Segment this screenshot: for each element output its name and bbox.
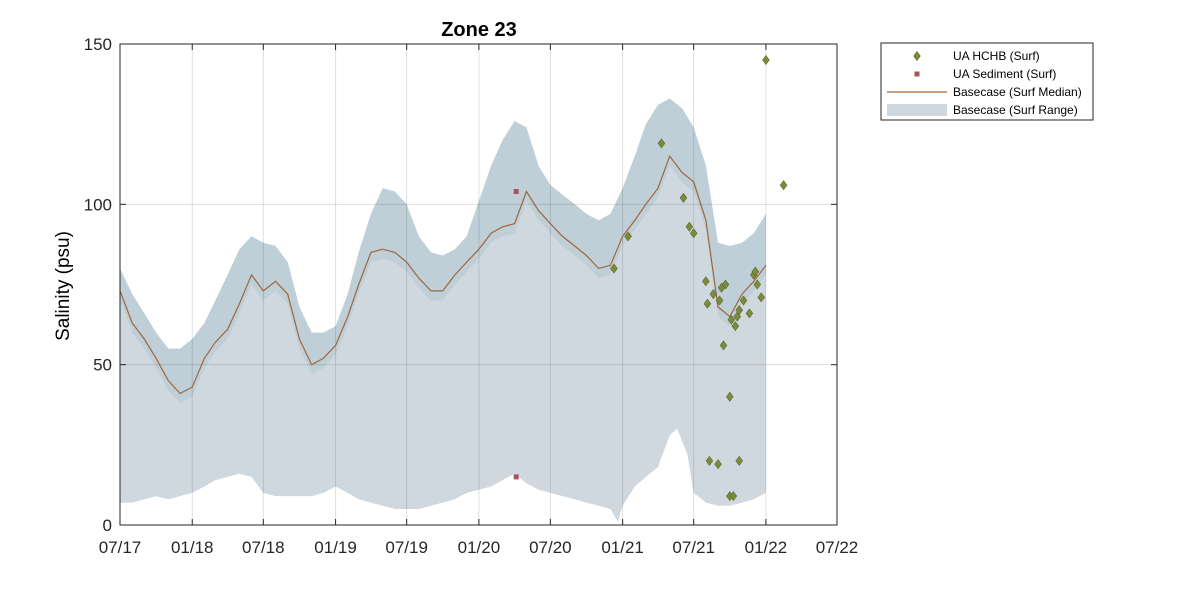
legend-range-swatch: [887, 104, 947, 116]
hchb-point: [735, 305, 743, 316]
hchb-point: [762, 55, 770, 66]
hchb-point: [735, 455, 743, 466]
x-tick-label: 07/18: [242, 538, 285, 557]
hchb-point: [702, 276, 710, 287]
hchb-point: [624, 231, 632, 242]
hchb-point: [727, 314, 736, 325]
hchb-point: [721, 279, 730, 290]
y-tick-label: 100: [84, 195, 112, 214]
legend-label: Basecase (Surf Median): [953, 85, 1082, 99]
chart-title: Zone 23: [441, 19, 517, 41]
legend-sediment-marker: [914, 71, 920, 77]
hchb-point: [715, 295, 724, 306]
hchb-point: [739, 295, 748, 306]
hchb-point: [657, 138, 666, 149]
range-band: [120, 98, 766, 522]
x-tick-label: 07/17: [99, 538, 142, 557]
legend-label: UA Sediment (Surf): [953, 67, 1056, 81]
hchb-point: [679, 192, 688, 203]
hchb-point: [714, 459, 722, 470]
hchb-point: [709, 289, 718, 300]
hchb-point: [705, 455, 714, 466]
x-tick-label: 01/21: [601, 538, 644, 557]
sediment-point: [513, 474, 519, 480]
hchb-point: [610, 263, 618, 274]
hchb-point: [685, 221, 694, 232]
y-tick-label: 0: [103, 516, 112, 535]
hchb-point: [719, 340, 728, 351]
hchb-point: [689, 228, 698, 239]
hchb-point: [726, 391, 734, 402]
y-axis-label: Salinity (psu): [53, 231, 74, 341]
x-tick-label: 01/18: [171, 538, 214, 557]
x-tick-label: 07/21: [672, 538, 715, 557]
range-band-upper: [120, 98, 766, 404]
y-tick-label: 50: [93, 356, 112, 375]
hchb-point: [731, 321, 740, 332]
y-tick-label: 150: [84, 35, 112, 54]
x-tick-label: 07/19: [385, 538, 428, 557]
hchb-point: [729, 491, 738, 502]
x-tick-label: 07/20: [529, 538, 572, 557]
legend: UA HCHB (Surf) UA Sediment (Surf) Basecase…: [880, 42, 1094, 121]
sediment-point: [513, 189, 519, 195]
hchb-point: [757, 292, 765, 303]
hchb-point: [779, 180, 788, 191]
legend-hchb-marker: [913, 51, 921, 61]
x-tick-label: 07/22: [816, 538, 859, 557]
median-line: [119, 154, 767, 395]
hchb-point: [751, 266, 760, 277]
hchb-point: [745, 308, 754, 319]
x-tick-label: 01/19: [314, 538, 357, 557]
hchb-point: [753, 279, 762, 290]
legend-label: UA HCHB (Surf): [953, 49, 1040, 63]
x-tick-label: 01/22: [745, 538, 788, 557]
x-tick-label: 01/20: [458, 538, 501, 557]
hchb-point: [703, 298, 712, 309]
legend-label: Basecase (Surf Range): [953, 103, 1078, 117]
